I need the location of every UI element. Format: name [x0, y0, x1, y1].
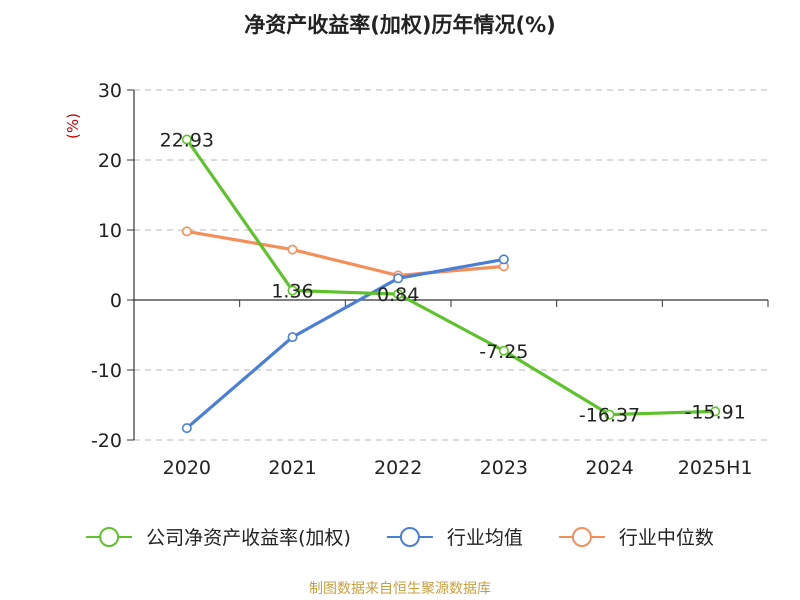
series-point — [498, 254, 509, 265]
series-point — [181, 423, 192, 434]
y-tick-label: 30 — [98, 80, 122, 102]
x-tick-label: 2024 — [585, 457, 633, 479]
grid-lines — [134, 89, 768, 441]
legend-marker — [99, 527, 120, 547]
legend-label: 公司净资产收益率(加权) — [146, 527, 351, 549]
series-point — [287, 332, 298, 343]
y-tick-label: 20 — [98, 150, 122, 172]
series-line — [186, 229, 504, 278]
x-tick-label: 2022 — [374, 457, 422, 479]
data-label: 1.36 — [271, 280, 313, 302]
series-line — [185, 138, 716, 417]
series-point — [181, 134, 192, 145]
legend-label: 行业中位数 — [619, 527, 714, 549]
data-label: -15.91 — [685, 401, 746, 423]
series-point — [393, 289, 404, 300]
series-point — [604, 409, 615, 420]
x-tick-label: 2021 — [268, 457, 316, 479]
legend-marker — [571, 527, 592, 547]
x-tick-label: 2020 — [163, 457, 211, 479]
y-tick-label: -20 — [91, 430, 122, 452]
series-line — [185, 257, 505, 430]
legend-label: 行业均值 — [447, 527, 523, 549]
y-tick-label: 10 — [98, 220, 122, 242]
series-point — [287, 244, 298, 255]
legend-marker — [399, 527, 420, 547]
series-lines — [181, 134, 721, 434]
y-tick-label: -10 — [91, 360, 122, 382]
series-point — [287, 285, 298, 296]
series-point — [393, 273, 404, 284]
axes — [127, 89, 769, 441]
data-label: -7.25 — [479, 341, 528, 363]
tick-labels: 30 20 10 0 -10 -20 2020 2021 2022 2023 2024 2025H1 — [91, 80, 753, 479]
series-point — [181, 226, 192, 237]
x-tick-label: 2023 — [480, 457, 528, 479]
y-axis-label: (%) — [64, 113, 82, 139]
chart-title: 净资产收益率(加权)历年情况(%) — [244, 13, 555, 37]
y-tick-label: 0 — [110, 290, 122, 312]
data-label: 0.84 — [377, 284, 419, 306]
series-point — [710, 406, 721, 417]
data-label: 22.93 — [160, 129, 214, 151]
data-labels: 22.93 1.36 0.84 -7.25 -16.37 -15.91 — [160, 129, 746, 426]
legend: 公司净资产收益率(加权) 行业均值 行业中位数 — [86, 527, 714, 549]
x-tick-label: 2025H1 — [678, 457, 753, 479]
source-note: 制图数据来自恒生聚源数据库 — [309, 581, 491, 597]
series-point — [498, 345, 509, 356]
data-label: -16.37 — [579, 405, 640, 427]
